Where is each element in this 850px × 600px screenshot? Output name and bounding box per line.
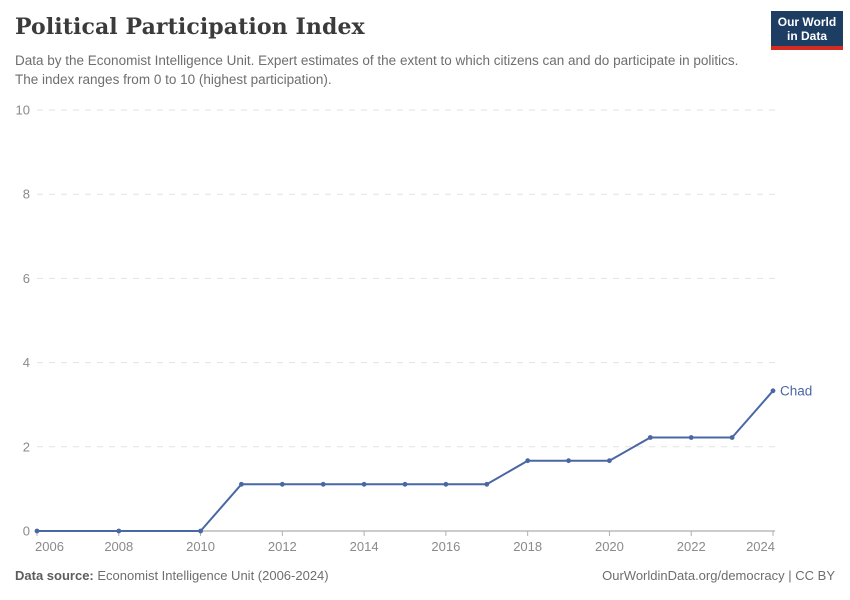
data-point[interactable] xyxy=(647,435,653,440)
data-point[interactable] xyxy=(443,481,449,487)
x-tick-label: 2006 xyxy=(35,539,64,554)
data-source-label: Data source: xyxy=(15,568,94,583)
data-point[interactable] xyxy=(525,458,531,464)
chart-title: Political Participation Index xyxy=(15,14,365,40)
data-point[interactable] xyxy=(484,481,490,487)
data-point[interactable] xyxy=(34,528,40,534)
owid-logo[interactable]: Our World in Data xyxy=(771,11,843,50)
data-point[interactable] xyxy=(566,458,571,464)
data-source-value: Economist Intelligence Unit (2006-2024) xyxy=(97,568,329,583)
owid-logo-line1: Our World xyxy=(777,15,837,29)
chart-footer: Data source: Economist Intelligence Unit… xyxy=(15,568,835,583)
data-point[interactable] xyxy=(279,481,285,487)
y-tick-label: 8 xyxy=(23,187,30,202)
chart-subtitle: Data by the Economist Intelligence Unit.… xyxy=(15,53,739,87)
x-tick-label: 2010 xyxy=(186,539,215,554)
data-source: Data source: Economist Intelligence Unit… xyxy=(15,568,329,583)
x-tick-label: 2024 xyxy=(746,539,775,554)
x-tick-label: 2016 xyxy=(431,539,460,554)
data-point[interactable] xyxy=(688,435,694,440)
x-tick-label: 2012 xyxy=(268,539,297,554)
data-point[interactable] xyxy=(361,481,367,487)
series-line[interactable] xyxy=(37,390,774,532)
data-point[interactable] xyxy=(607,458,612,464)
x-tick-label: 2020 xyxy=(595,539,624,554)
x-tick-label: 2008 xyxy=(104,539,133,554)
x-tick-label: 2014 xyxy=(350,539,379,554)
y-tick-label: 0 xyxy=(23,524,30,539)
y-tick-label: 2 xyxy=(23,439,30,454)
y-tick-label: 4 xyxy=(23,355,30,370)
data-point[interactable] xyxy=(320,481,326,487)
data-point[interactable] xyxy=(770,388,776,394)
credit-link[interactable]: OurWorldinData.org/democracy | CC BY xyxy=(602,568,835,583)
owid-logo-line2: in Data xyxy=(786,29,827,43)
data-point[interactable] xyxy=(116,528,122,534)
data-point[interactable] xyxy=(729,435,735,440)
y-tick-label: 10 xyxy=(16,103,30,118)
x-tick-label: 2022 xyxy=(677,539,706,554)
x-tick-label: 2018 xyxy=(513,539,542,554)
data-point[interactable] xyxy=(239,481,244,487)
data-point[interactable] xyxy=(402,481,408,487)
y-tick-label: 6 xyxy=(23,271,30,286)
data-point[interactable] xyxy=(198,528,204,534)
entity-label[interactable]: Chad xyxy=(780,383,812,398)
